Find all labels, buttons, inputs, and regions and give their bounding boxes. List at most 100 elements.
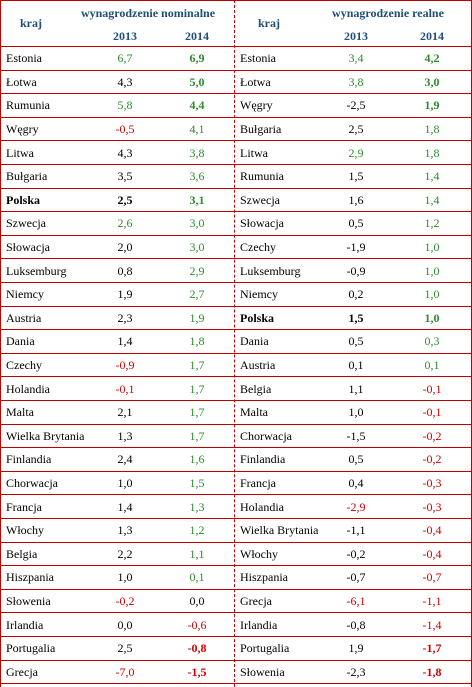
right-value-2014-cell: 0,3	[424, 334, 440, 349]
right-country-cell: Słowenia	[240, 664, 285, 679]
left-value-2013-cell: 6,7	[117, 51, 133, 66]
right-value-2013-cell: 0,2	[348, 287, 364, 302]
left-value-2014-cell: 2,9	[189, 263, 205, 278]
row-divider	[0, 164, 472, 165]
row-divider	[0, 258, 472, 259]
right-country-cell: Hiszpania	[240, 570, 288, 585]
left-value-2014-cell: 1,6	[189, 452, 205, 467]
right-country-cell: Luksemburg	[240, 263, 301, 278]
left-value-2013-cell: 1,0	[117, 570, 133, 585]
left-country-cell: Austria	[6, 310, 42, 325]
left-country-cell: Wielka Brytania	[6, 428, 85, 443]
row-divider	[0, 188, 472, 189]
left-value-2013-cell: 0,0	[117, 617, 133, 632]
right-value-2014-cell: 1,0	[424, 287, 440, 302]
table-top-border	[0, 0, 472, 1]
row-divider	[0, 211, 472, 212]
right-value-2013-cell: -0,2	[346, 546, 366, 561]
left-country-cell: Portugalia	[6, 641, 56, 656]
right-country-cell: Polska	[240, 310, 275, 325]
row-divider	[0, 636, 472, 637]
right-value-2013-cell: -1,5	[346, 428, 366, 443]
left-value-2013-cell: 5,8	[117, 98, 133, 113]
row-divider	[0, 683, 472, 684]
left-value-2014-cell: 1,3	[189, 499, 205, 514]
right-country-cell: Niemcy	[240, 287, 278, 302]
left-value-2014-cell: 1,7	[189, 405, 205, 420]
right-value-2013-cell: -2,9	[346, 499, 366, 514]
left-value-2014-cell: 4,1	[189, 122, 205, 137]
right-country-cell: Szwecja	[240, 192, 280, 207]
right-value-2013-cell: -0,8	[346, 617, 366, 632]
right-value-2013-cell: 3,4	[348, 51, 364, 66]
right-value-2013-cell: 1,0	[348, 405, 364, 420]
right-country-cell: Grecja	[240, 594, 272, 609]
right-value-2014-cell: 1,0	[424, 240, 440, 255]
right-value-2013-cell: 2,9	[348, 145, 364, 160]
table-center-divider	[234, 0, 235, 687]
row-divider	[0, 494, 472, 495]
left-value-2013-cell: 2,3	[117, 310, 133, 325]
left-country-cell: Litwa	[6, 145, 34, 160]
left-value-2014-cell: -0,8	[187, 641, 207, 656]
right-country-cell: Wielka Brytania	[240, 523, 319, 538]
row-divider	[0, 376, 472, 377]
row-divider	[0, 589, 472, 590]
left-value-2013-cell: 2,4	[117, 452, 133, 467]
right-value-2013-cell: 0,4	[348, 476, 364, 491]
left-value-2013-cell: 2,5	[117, 192, 133, 207]
row-divider	[0, 612, 472, 613]
right-country-cell: Belgia	[240, 381, 272, 396]
row-divider	[0, 565, 472, 566]
row-divider	[0, 660, 472, 661]
right-value-2014-cell: 1,8	[424, 145, 440, 160]
left-country-cell: Finlandia	[6, 452, 52, 467]
right-value-2014-cell: 1,2	[424, 216, 440, 231]
header-divider	[0, 46, 472, 47]
left-value-2013-cell: 4,3	[117, 145, 133, 160]
left-value-2013-cell: 1,3	[117, 523, 133, 538]
left-value-2014-cell: 6,9	[189, 51, 205, 66]
row-divider	[0, 518, 472, 519]
left-value-2014-cell: 4,4	[189, 98, 205, 113]
right-country-cell: Bułgaria	[240, 122, 282, 137]
right-value-2013-cell: 1,9	[348, 641, 364, 656]
left-value-2014-cell: 1,9	[189, 310, 205, 325]
left-country-cell: Belgia	[6, 546, 38, 561]
right-country-cell: Austria	[240, 358, 276, 373]
right-value-2013-cell: -2,3	[346, 664, 366, 679]
left-value-2013-cell: 2,5	[117, 641, 133, 656]
left-value-2014-cell: 1,1	[189, 546, 205, 561]
left-value-2014-cell: 0,1	[189, 570, 205, 585]
right-value-2013-cell: -1,1	[346, 523, 366, 538]
left-value-2013-cell: 4,3	[117, 74, 133, 89]
row-divider	[0, 282, 472, 283]
left-country-cell: Słowacja	[6, 240, 50, 255]
right-value-2014-cell: -0,2	[422, 452, 442, 467]
left-value-2014-cell: 0,0	[189, 594, 205, 609]
right-country-cell: Irlandia	[240, 617, 278, 632]
right-country-cell: Litwa	[240, 145, 268, 160]
right-year-2014: 2014	[420, 28, 444, 43]
left-value-2013-cell: -7,0	[115, 664, 135, 679]
right-country-cell: Włochy	[240, 546, 278, 561]
left-country-cell: Łotwa	[6, 74, 37, 89]
row-divider	[0, 70, 472, 71]
right-value-2014-cell: -0,4	[422, 546, 442, 561]
left-value-2013-cell: -0,2	[115, 594, 135, 609]
right-value-2014-cell: 1,4	[424, 169, 440, 184]
right-value-2014-cell: 1,8	[424, 122, 440, 137]
right-country-cell: Holandia	[240, 499, 284, 514]
left-value-2013-cell: -0,9	[115, 358, 135, 373]
left-value-2013-cell: 2,6	[117, 216, 133, 231]
right-year-2013: 2013	[344, 28, 368, 43]
right-country-cell: Chorwacja	[240, 428, 292, 443]
right-country-cell: Łotwa	[240, 74, 271, 89]
row-divider	[0, 471, 472, 472]
right-value-2014-cell: 4,2	[424, 51, 440, 66]
left-value-2014-cell: 1,5	[189, 476, 205, 491]
left-value-2013-cell: 0,8	[117, 263, 133, 278]
row-divider	[0, 424, 472, 425]
right-value-2013-cell: 0,5	[348, 216, 364, 231]
